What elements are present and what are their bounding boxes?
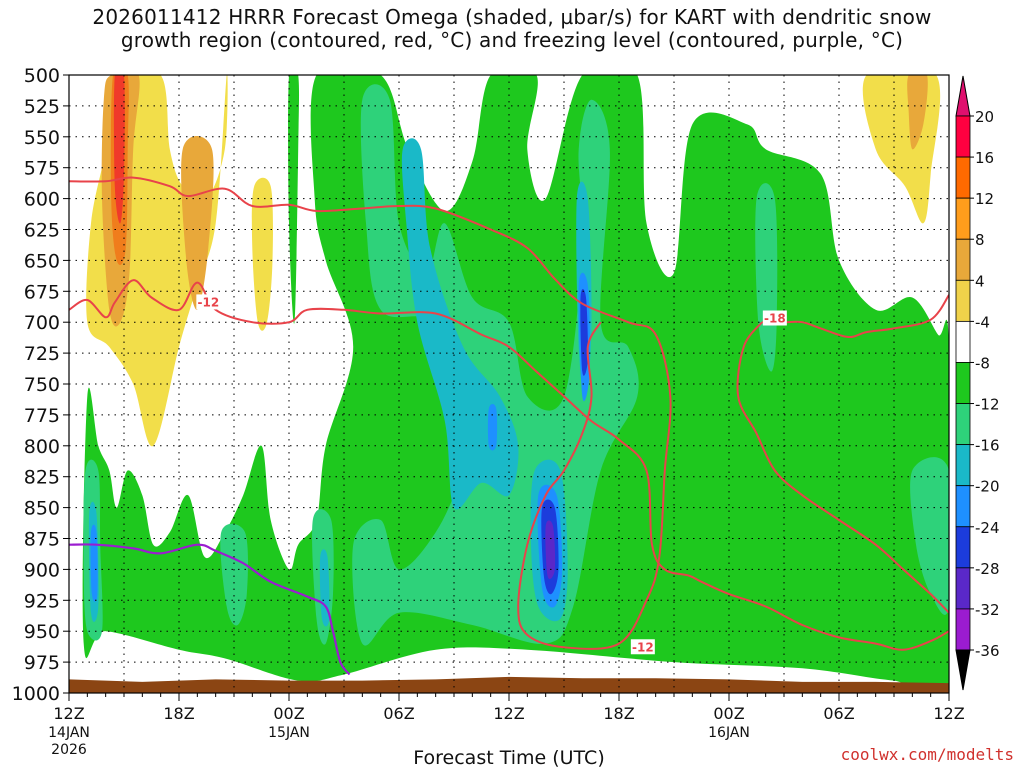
colorbar-segment-9 bbox=[955, 485, 971, 528]
x-tick-label-6: 18Z bbox=[163, 704, 194, 723]
y-tick-label-950: 950 bbox=[24, 621, 60, 643]
colorbar-label-9: -20 bbox=[975, 478, 1000, 496]
dgz-label-2-bg bbox=[630, 639, 655, 655]
y-tick-label-925: 925 bbox=[24, 590, 60, 612]
x-tick-label-0: 12Z bbox=[53, 704, 84, 723]
y-tick-label-800: 800 bbox=[24, 436, 60, 458]
omega-region-28 bbox=[580, 288, 588, 376]
y-tick-label-825: 825 bbox=[24, 467, 60, 489]
colorbar-segment-11 bbox=[955, 567, 971, 610]
dgz-label-1: -12 bbox=[197, 295, 219, 309]
contour-labels: -12 -12 -18 bbox=[196, 294, 787, 655]
x-tick-year-0: 2026 bbox=[51, 742, 87, 758]
y-tick-label-725: 725 bbox=[24, 343, 60, 365]
omega-region-14 bbox=[220, 523, 249, 626]
y-tick-label-900: 900 bbox=[24, 559, 60, 581]
colorbar-label-13: -36 bbox=[975, 642, 1000, 660]
dgz-contour-line-3 bbox=[736, 321, 949, 614]
y-tick-label-625: 625 bbox=[24, 220, 60, 242]
colorbar-segment-10 bbox=[955, 526, 971, 569]
colorbar-segment-12 bbox=[955, 608, 971, 651]
omega-region-3 bbox=[113, 75, 125, 224]
colorbar-segment-8 bbox=[955, 444, 971, 487]
colorbar-label-2: 12 bbox=[975, 190, 994, 208]
y-tick-label-700: 700 bbox=[24, 312, 60, 334]
colorbar-segment-5 bbox=[955, 320, 971, 363]
colorbar-label-11: -28 bbox=[975, 560, 1000, 578]
x-tick-date-12: 15JAN bbox=[268, 725, 310, 741]
colorbar-label-1: 16 bbox=[975, 149, 994, 167]
x-tick-label-48: 12Z bbox=[933, 704, 964, 723]
x-tick-label-12: 00Z bbox=[273, 704, 304, 723]
dgz-label-3: -18 bbox=[764, 311, 786, 325]
x-tick-label-30: 18Z bbox=[603, 704, 634, 723]
colorbar-segment-1 bbox=[955, 156, 971, 199]
colorbar-label-0: 20 bbox=[975, 108, 994, 126]
omega-region-29 bbox=[545, 520, 556, 580]
colorbar-segment-3 bbox=[955, 238, 971, 281]
dgz-contours bbox=[69, 176, 949, 651]
y-tick-label-975: 975 bbox=[24, 652, 60, 674]
y-tick-label-500: 500 bbox=[24, 65, 60, 87]
colorbar-label-10: -24 bbox=[975, 519, 1000, 537]
y-tick-label-525: 525 bbox=[24, 96, 60, 118]
chart-title-line1: 2026011412 HRRR Forecast Omega (shaded, … bbox=[92, 5, 932, 29]
x-tick-label-42: 06Z bbox=[823, 704, 854, 723]
colorbar-label-5: -4 bbox=[975, 313, 990, 331]
colorbar-label-12: -32 bbox=[975, 601, 1000, 619]
colorbar-label-8: -16 bbox=[975, 437, 1000, 455]
colorbar-top-arrow bbox=[955, 75, 971, 117]
y-tick-label-675: 675 bbox=[24, 281, 60, 303]
freezing-level-line bbox=[69, 543, 351, 676]
colorbar-bottom-arrow bbox=[955, 649, 971, 691]
x-tick-label-36: 00Z bbox=[713, 704, 744, 723]
colorbar-segment-4 bbox=[955, 279, 971, 322]
colorbar-label-7: -12 bbox=[975, 396, 1000, 414]
y-axis: 500 525 550 575 600 625 650 675 700 725 750 775 800 8… bbox=[12, 65, 69, 705]
colorbar-segment-6 bbox=[955, 362, 971, 404]
chart-title: 2026011412 HRRR Forecast Omega (shaded, … bbox=[0, 6, 1024, 52]
colorbar-label-4: 4 bbox=[975, 272, 985, 290]
colorbar-segment-7 bbox=[955, 403, 971, 446]
omega-region-12 bbox=[352, 84, 639, 646]
credit-text: coolwx.com/modelts bbox=[840, 745, 1014, 764]
omega-region-25 bbox=[90, 524, 98, 602]
chart-title-line2: growth region (contoured, red, °C) and f… bbox=[120, 28, 904, 52]
colorbar-label-6: -8 bbox=[975, 354, 990, 372]
y-tick-label-750: 750 bbox=[24, 374, 60, 396]
y-tick-label-850: 850 bbox=[24, 498, 60, 520]
omega-region-17 bbox=[910, 457, 949, 615]
dgz-label-2: -12 bbox=[632, 640, 654, 654]
x-tick-label-24: 12Z bbox=[493, 704, 524, 723]
y-tick-label-550: 550 bbox=[24, 127, 60, 149]
omega-region-4 bbox=[181, 136, 214, 310]
omega-region-26 bbox=[487, 404, 498, 451]
dgz-label-1-bg bbox=[196, 294, 221, 310]
y-tick-label-650: 650 bbox=[24, 250, 60, 272]
x-tick-label-18: 06Z bbox=[383, 704, 414, 723]
dgz-contour-line-2 bbox=[762, 294, 949, 339]
omega-region-5 bbox=[251, 177, 273, 331]
dgz-label-3-bg bbox=[762, 310, 787, 326]
omega-region-7 bbox=[907, 75, 928, 150]
colorbar-label-3: 8 bbox=[975, 231, 985, 249]
y-tick-label-600: 600 bbox=[24, 189, 60, 211]
colorbar-segment-0 bbox=[955, 115, 971, 158]
y-tick-label-875: 875 bbox=[24, 529, 60, 551]
y-tick-label-575: 575 bbox=[24, 158, 60, 180]
freezing-level-contour bbox=[69, 543, 351, 676]
dgz-contour-line-0 bbox=[69, 176, 672, 650]
x-tick-date-0: 14JAN bbox=[48, 725, 90, 741]
y-tick-label-1000: 1000 bbox=[12, 683, 60, 705]
dgz-contour-line-1 bbox=[69, 279, 949, 651]
x-axis-title: Forecast Time (UTC) bbox=[413, 747, 604, 768]
colorbar: 20 16 12 8 4 -4 -8 -12 -16 -20 -24 -28 -32 -36 bbox=[955, 75, 1000, 691]
colorbar-segment-2 bbox=[955, 197, 971, 240]
x-tick-date-36: 16JAN bbox=[708, 725, 750, 741]
y-tick-label-775: 775 bbox=[24, 405, 60, 427]
